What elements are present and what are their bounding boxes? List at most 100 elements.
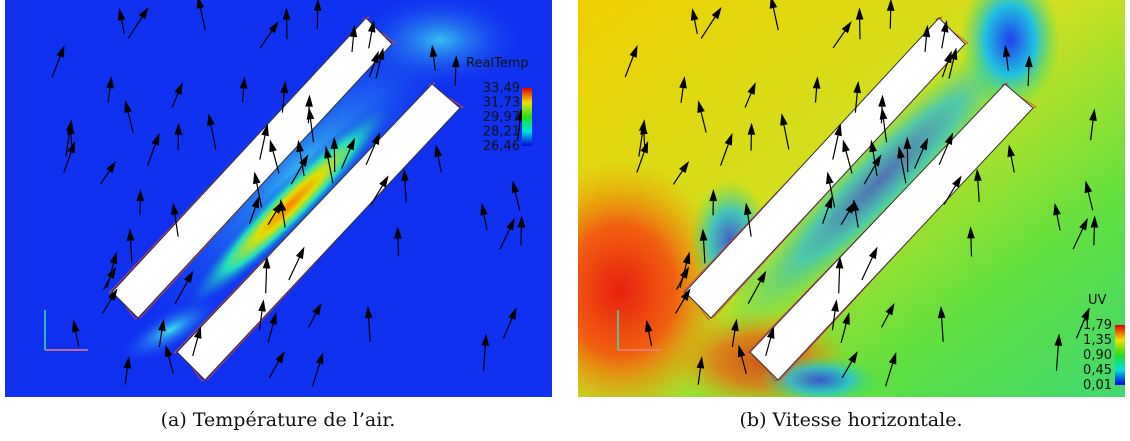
flow-arrow-head <box>737 344 746 358</box>
flow-arrow-head <box>903 136 912 149</box>
flow-arrow-head <box>261 123 269 137</box>
flow-arrow-head <box>508 307 517 321</box>
colorbar <box>1115 325 1125 385</box>
colorbar-title: UV <box>1088 293 1107 308</box>
flow-arrow-head <box>944 132 954 145</box>
flow-arrow-head <box>349 24 358 38</box>
flow-arrow-head <box>138 6 149 20</box>
flow-arrow-head <box>724 132 733 146</box>
flow-arrow-head <box>239 76 248 89</box>
temperature-panel <box>5 0 552 397</box>
flow-arrow-head <box>278 198 287 212</box>
colorbar-label: 1,79 <box>1083 318 1112 333</box>
flow-arrow-head <box>952 175 962 188</box>
flow-arrow-head <box>842 139 850 153</box>
flow-arrow-head <box>299 154 309 167</box>
flow-arrow-head <box>379 175 389 188</box>
flow-arrow-head <box>841 21 852 34</box>
flow-arrow-head <box>275 351 285 364</box>
flow-arrow-head <box>106 160 117 174</box>
flow-arrow-head <box>364 305 373 319</box>
flow-arrow-head <box>919 137 929 151</box>
flow-arrow-head <box>117 8 126 21</box>
colorbar-title: RealTemp <box>466 56 529 71</box>
flow-arrow-head <box>1081 307 1090 321</box>
flow-arrow-head <box>151 132 160 146</box>
flow-arrow-head <box>869 139 877 153</box>
flow-arrow-head <box>944 50 952 64</box>
flow-arrow-head <box>394 226 402 239</box>
flow-arrow-head <box>295 246 305 260</box>
flow-arrow-head <box>269 139 277 153</box>
flow-arrow-head <box>731 318 739 332</box>
flow-arrow-head <box>269 312 277 325</box>
flow-arrow-head <box>922 24 931 38</box>
flow-arrow-head <box>315 351 324 365</box>
flow-arrow-head <box>747 82 756 95</box>
flow-arrow-head <box>268 21 279 34</box>
flow-arrow-head <box>107 288 118 301</box>
flow-arrow-head <box>324 146 332 159</box>
flow-arrow-head <box>313 0 322 11</box>
flow-arrow-head <box>769 0 778 9</box>
flow-arrow-head <box>346 137 356 151</box>
flow-arrow-head <box>872 154 882 167</box>
flow-arrow-head <box>401 168 409 181</box>
flow-arrow-head <box>251 195 260 209</box>
flow-arrow-head <box>780 113 788 126</box>
flow-arrow-head <box>452 55 460 68</box>
velocity-panel <box>578 0 1125 397</box>
plate <box>749 83 1034 381</box>
flow-arrow-head <box>106 75 114 89</box>
flow-arrow-head <box>826 171 834 185</box>
flow-arrow-head <box>878 94 886 107</box>
flow-arrow-head <box>280 80 289 94</box>
colorbar-label: 28,21 <box>483 125 520 140</box>
flow-arrow-head <box>1025 55 1033 68</box>
flow-arrow-head <box>868 246 878 260</box>
flow-arrow-head <box>376 47 385 61</box>
flow-arrow-head <box>371 132 381 145</box>
flow-arrow-head <box>697 100 705 113</box>
flow-arrow-head <box>1053 202 1061 216</box>
flow-arrow-head <box>680 288 691 301</box>
flow-arrow-head <box>967 226 975 239</box>
flow-arrow-head <box>262 256 271 269</box>
flow-arrow-head <box>974 168 982 181</box>
flow-arrow-head <box>824 195 833 209</box>
flow-arrow-head <box>744 202 752 216</box>
flow-arrow-head <box>842 312 850 325</box>
plate <box>176 83 461 381</box>
flow-arrow-head <box>193 326 202 339</box>
flow-arrow-head <box>126 228 135 241</box>
flow-arrow-head <box>711 6 722 20</box>
flow-arrow-head <box>1089 108 1097 122</box>
flow-arrow-head <box>699 228 708 241</box>
flow-arrow-head <box>629 45 638 58</box>
flow-arrow-head <box>272 201 283 214</box>
flow-arrow-head <box>109 251 118 265</box>
colorbar-label: 1,35 <box>1083 333 1112 348</box>
flow-arrow-head <box>679 160 690 174</box>
caption: (a) Température de l’air. <box>161 409 396 431</box>
colorbar-label: 26,46 <box>483 139 520 154</box>
flow-arrow-head <box>516 108 524 122</box>
plate <box>684 17 966 319</box>
flow-arrow-head <box>937 305 946 319</box>
flow-arrow-head <box>835 256 844 269</box>
flow-arrow-head <box>1084 180 1093 194</box>
flow-arrow-head <box>296 139 304 153</box>
flow-arrow-head <box>679 75 687 89</box>
flow-arrow-head <box>644 319 653 333</box>
flow-arrow-head <box>158 318 166 332</box>
flow-arrow-head <box>885 302 895 316</box>
flow-arrow-head <box>638 119 647 132</box>
flow-arrow-head <box>696 356 705 369</box>
flow-arrow-head <box>196 0 205 9</box>
flow-arrow-head <box>757 270 767 284</box>
flow-arrow-head <box>855 7 864 20</box>
flow-arrow-head <box>258 299 266 312</box>
flow-arrow-head <box>434 144 442 158</box>
flow-arrow-head <box>851 198 860 212</box>
flow-arrow-head <box>1007 144 1015 158</box>
